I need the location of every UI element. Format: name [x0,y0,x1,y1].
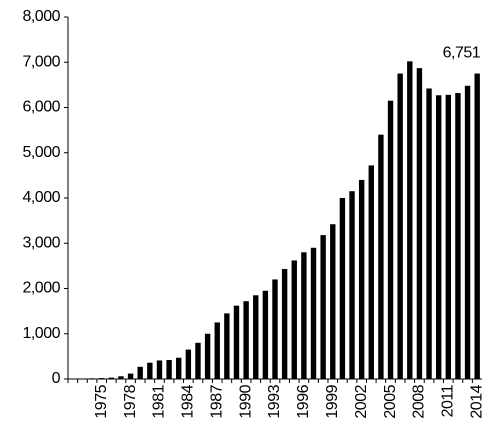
bar [349,191,355,379]
bar [156,360,163,379]
bar [368,165,374,379]
bar [378,134,384,379]
x-tick-label: 1993 [266,384,283,418]
x-tick-label: 2008 [411,384,428,418]
y-tick-label: 8,000 [22,8,60,25]
x-tick-label: 1975 [93,384,110,418]
bar [204,333,211,379]
x-tick-label: 1984 [180,384,197,418]
bar [330,224,336,379]
bar [108,377,115,379]
x-tick-label: 2005 [382,384,399,418]
x-tick-label: 1978 [122,384,139,418]
y-tick-label: 1,000 [22,325,60,342]
bar [185,349,192,379]
bar [455,93,461,380]
bar [118,376,124,379]
x-tick-label: 1999 [324,384,341,418]
x-tick-label: 1996 [295,384,312,418]
bar [339,198,346,379]
bar [176,357,182,379]
bar [387,100,394,380]
bar [166,359,172,379]
y-tick-label: 4,000 [22,189,60,206]
bar [320,235,326,379]
y-tick-label: 3,000 [22,234,60,251]
y-tick-label: 7,000 [22,53,60,70]
bar [301,252,307,379]
bar [445,94,451,379]
bar [89,378,95,379]
bar [474,73,480,380]
bar [397,73,403,379]
x-tick-label: 1981 [151,384,168,418]
x-tick-label: 2002 [353,384,370,418]
y-tick-label: 0 [52,370,61,387]
bar [99,378,105,379]
bar [464,85,471,379]
bar [137,366,143,379]
bar [127,373,134,379]
x-tick-label: 2014 [468,384,485,418]
value-label: 6,751 [443,45,481,62]
bar [253,295,259,379]
bar [147,362,153,379]
y-tick-label: 6,000 [22,99,60,116]
bar [243,301,249,379]
bar [310,247,317,379]
y-tick-label: 5,000 [22,144,60,161]
bar [416,68,423,379]
bar [272,279,278,379]
y-tick-label: 2,000 [22,280,60,297]
bar [214,322,220,379]
bar [195,342,201,379]
bar [291,260,297,379]
bar [262,290,269,379]
x-tick-label: 2011 [440,384,457,417]
bar [224,313,230,379]
bar [407,61,413,379]
x-tick-label: 1987 [208,384,225,418]
bar [281,269,288,379]
bar [233,305,240,379]
bar [358,179,365,379]
bar [426,88,432,380]
bar [435,95,442,379]
x-tick-label: 1990 [237,384,254,418]
